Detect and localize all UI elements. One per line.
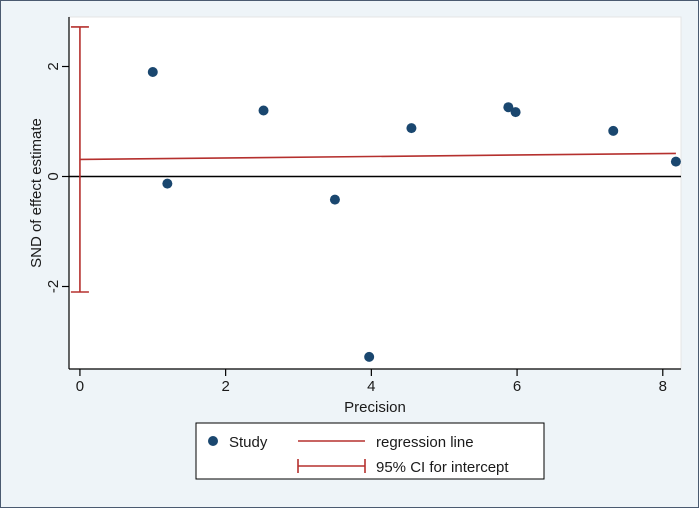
study-point bbox=[406, 123, 417, 134]
study-point bbox=[608, 125, 619, 136]
x-tick-label: 4 bbox=[367, 378, 375, 395]
x-ticks: 0 2 4 6 8 bbox=[76, 369, 667, 395]
x-tick-label: 2 bbox=[221, 378, 229, 395]
legend-study-label: Study bbox=[229, 434, 268, 451]
study-point bbox=[670, 156, 681, 167]
regression-line bbox=[79, 152, 676, 161]
study-point bbox=[147, 67, 158, 77]
legend-regression-label: regression line bbox=[376, 434, 474, 451]
plot-area bbox=[68, 16, 682, 370]
study-point bbox=[503, 102, 514, 113]
study-point bbox=[258, 105, 269, 116]
legend: Study regression line 95% CI for interce… bbox=[195, 422, 545, 480]
y-axis-title: SND of effect estimate bbox=[28, 118, 45, 268]
study-point bbox=[510, 107, 521, 118]
x-axis-title: Precision bbox=[344, 399, 406, 416]
study-point bbox=[162, 178, 173, 189]
study-points bbox=[147, 67, 681, 362]
y-tick-label: -2 bbox=[45, 280, 62, 293]
y-ticks: -2 0 2 bbox=[45, 62, 69, 293]
legend-box bbox=[195, 422, 545, 480]
study-point bbox=[364, 351, 375, 362]
x-tick-label: 8 bbox=[659, 378, 667, 395]
y-tick-label: 0 bbox=[45, 172, 62, 180]
y-tick-label: 2 bbox=[45, 62, 62, 70]
legend-study-marker bbox=[208, 436, 218, 446]
legend-ci-label: 95% CI for intercept bbox=[376, 459, 509, 476]
x-tick-label: 6 bbox=[513, 378, 521, 395]
study-point bbox=[329, 194, 340, 205]
x-tick-label: 0 bbox=[76, 378, 84, 395]
